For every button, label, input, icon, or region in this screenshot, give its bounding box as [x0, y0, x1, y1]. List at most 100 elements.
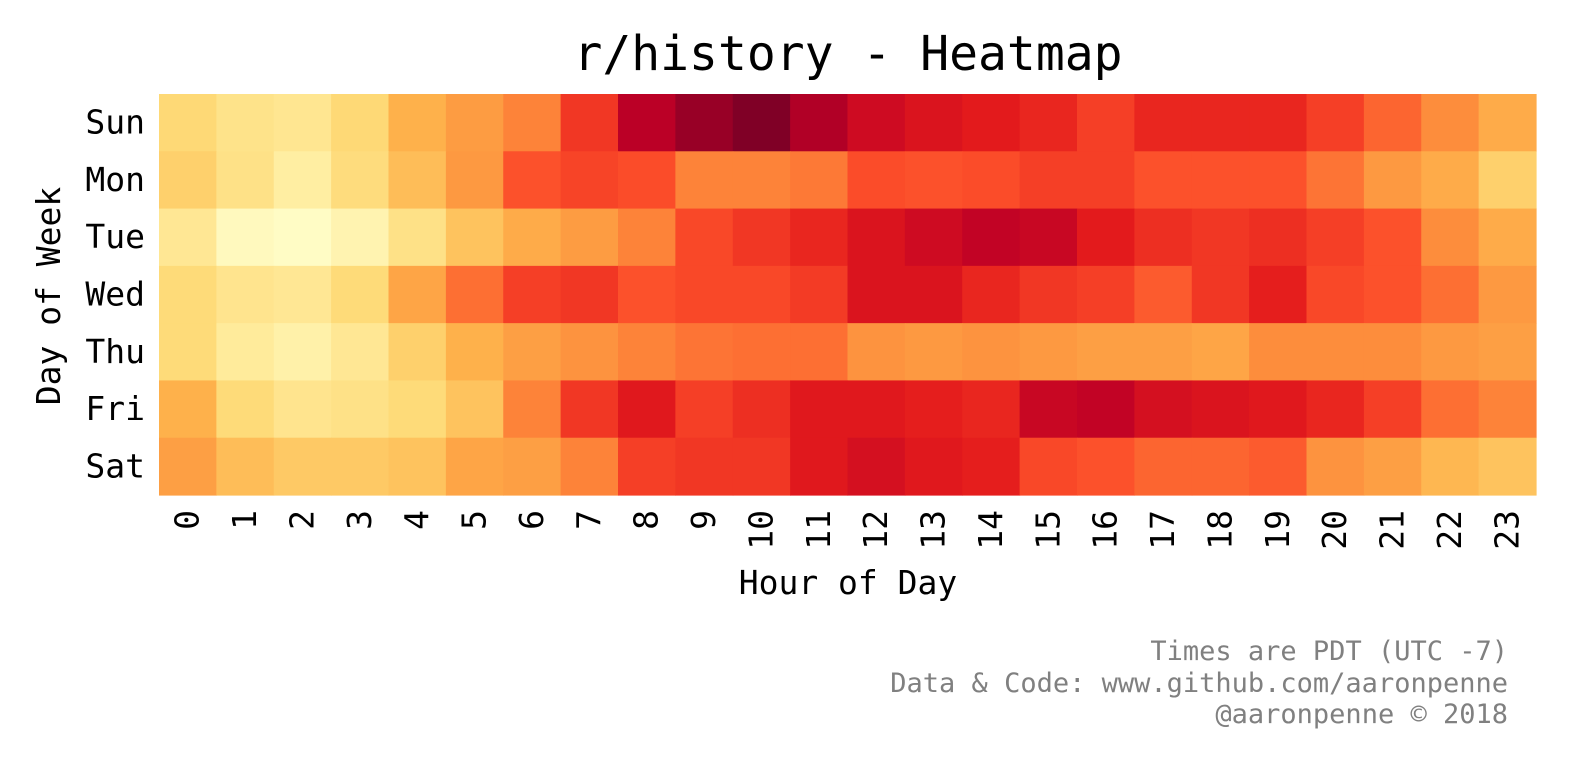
heatmap-cell-sat-9: [675, 437, 734, 496]
source-note: Data & Code: www.github.com/aaronpenne: [890, 667, 1508, 699]
x-tick-label-14: 14: [971, 510, 1010, 550]
heatmap-cell-mon-8: [618, 151, 676, 210]
heatmap-cell-thu-17: [1134, 323, 1193, 382]
heatmap-cell-wed-4: [388, 265, 447, 324]
x-tick-label-18: 18: [1200, 510, 1239, 550]
heatmap-cell-sat-19: [1249, 437, 1308, 496]
x-tick-label-8: 8: [627, 510, 666, 530]
heatmap-cell-mon-0: [159, 151, 217, 210]
heatmap-cell-thu-7: [560, 323, 619, 382]
heatmap-cell-thu-6: [503, 323, 562, 382]
heatmap-cell-sat-21: [1363, 437, 1422, 496]
heatmap-cell-wed-9: [675, 265, 734, 324]
heatmap-cell-mon-20: [1306, 151, 1365, 210]
heatmap-cell-fri-13: [904, 380, 963, 439]
heatmap-cell-wed-8: [618, 265, 676, 324]
heatmap-cell-sat-15: [1019, 437, 1078, 496]
heatmap-cell-fri-11: [790, 380, 849, 439]
heatmap-cell-thu-23: [1478, 323, 1537, 382]
heatmap-cell-sun-23: [1478, 94, 1537, 152]
heatmap-cell-wed-10: [732, 265, 791, 324]
heatmap-cell-tue-1: [216, 208, 275, 267]
x-tick-label-20: 20: [1315, 510, 1354, 550]
heatmap-cell-tue-8: [618, 208, 676, 267]
heatmap-cell-thu-10: [732, 323, 791, 382]
y-axis-title: Day of Week: [29, 187, 68, 406]
heatmap-cell-tue-10: [732, 208, 791, 267]
heatmap-cell-fri-14: [962, 380, 1021, 439]
x-tick-label-15: 15: [1028, 510, 1067, 550]
y-tick-label-mon: Mon: [85, 160, 145, 199]
heatmap-cell-thu-1: [216, 323, 275, 382]
heatmap-cell-sun-0: [159, 94, 217, 152]
heatmap-cell-mon-11: [790, 151, 849, 210]
heatmap-cell-sun-20: [1306, 94, 1365, 152]
heatmap-cell-wed-20: [1306, 265, 1365, 324]
heatmap-cell-fri-19: [1249, 380, 1308, 439]
x-tick-label-1: 1: [225, 510, 264, 530]
heatmap-cell-wed-15: [1019, 265, 1078, 324]
heatmap-cell-tue-16: [1077, 208, 1135, 267]
x-tick-label-7: 7: [569, 510, 608, 530]
heatmap-cell-sun-18: [1191, 94, 1250, 152]
heatmap-cell-sun-11: [790, 94, 849, 152]
heatmap-cell-fri-5: [445, 380, 504, 439]
heatmap-cell-fri-16: [1077, 380, 1135, 439]
heatmap-cell-fri-22: [1421, 380, 1480, 439]
heatmap-cell-sun-15: [1019, 94, 1078, 152]
heatmap-cell-wed-14: [962, 265, 1021, 324]
heatmap-cell-wed-11: [790, 265, 849, 324]
heatmap-cell-fri-3: [331, 380, 390, 439]
heatmap-cell-fri-20: [1306, 380, 1365, 439]
heatmap-cell-sat-0: [159, 437, 217, 496]
heatmap-cell-mon-3: [331, 151, 390, 210]
heatmap-cell-tue-0: [159, 208, 217, 267]
heatmap-cell-sun-8: [618, 94, 676, 152]
heatmap-cell-thu-11: [790, 323, 849, 382]
heatmap-cell-thu-12: [847, 323, 906, 382]
heatmap-cell-mon-21: [1363, 151, 1422, 210]
heatmap-cell-wed-19: [1249, 265, 1308, 324]
heatmap-cell-thu-5: [445, 323, 504, 382]
heatmap-cell-thu-14: [962, 323, 1021, 382]
y-tick-label-sun: Sun: [85, 103, 145, 142]
heatmap-cell-tue-12: [847, 208, 906, 267]
heatmap-cell-sun-2: [273, 94, 332, 152]
y-tick-label-thu: Thu: [85, 332, 145, 371]
heatmap-cell-mon-9: [675, 151, 734, 210]
heatmap-cells: [159, 94, 1537, 496]
x-tick-label-0: 0: [168, 510, 207, 530]
heatmap-cell-wed-2: [273, 265, 332, 324]
heatmap-cell-thu-18: [1191, 323, 1250, 382]
heatmap-cell-tue-2: [273, 208, 332, 267]
heatmap-cell-sun-13: [904, 94, 963, 152]
x-tick-label-13: 13: [914, 510, 953, 550]
heatmap-cell-sat-10: [732, 437, 791, 496]
heatmap-cell-mon-2: [273, 151, 332, 210]
heatmap-cell-sat-22: [1421, 437, 1480, 496]
heatmap-cell-sat-3: [331, 437, 390, 496]
x-tick-label-10: 10: [741, 510, 780, 550]
heatmap-cell-sun-12: [847, 94, 906, 152]
timezone-note: Times are PDT (UTC -7): [1150, 636, 1508, 667]
heatmap-cell-wed-6: [503, 265, 562, 324]
heatmap-cell-sat-23: [1478, 437, 1537, 496]
heatmap-cell-wed-22: [1421, 265, 1480, 324]
heatmap-cell-fri-2: [273, 380, 332, 439]
heatmap-cell-tue-17: [1134, 208, 1193, 267]
heatmap-cell-wed-21: [1363, 265, 1422, 324]
heatmap-cell-sat-12: [847, 437, 906, 496]
heatmap-cell-fri-9: [675, 380, 734, 439]
heatmap-cell-wed-0: [159, 265, 217, 324]
heatmap-cell-mon-4: [388, 151, 447, 210]
heatmap-cell-tue-21: [1363, 208, 1422, 267]
heatmap-cell-sun-6: [503, 94, 562, 152]
heatmap-cell-thu-9: [675, 323, 734, 382]
x-tick-labels: 0 1 2 3 4 5 6 7 8 9 10 11 12 13 14 15 16 17 18 19 20 21 22 23: [168, 510, 1527, 550]
heatmap-cell-sat-14: [962, 437, 1021, 496]
heatmap-cell-sat-8: [618, 437, 676, 496]
heatmap-cell-tue-15: [1019, 208, 1078, 267]
x-tick-label-12: 12: [856, 510, 895, 550]
heatmap-cell-thu-19: [1249, 323, 1308, 382]
